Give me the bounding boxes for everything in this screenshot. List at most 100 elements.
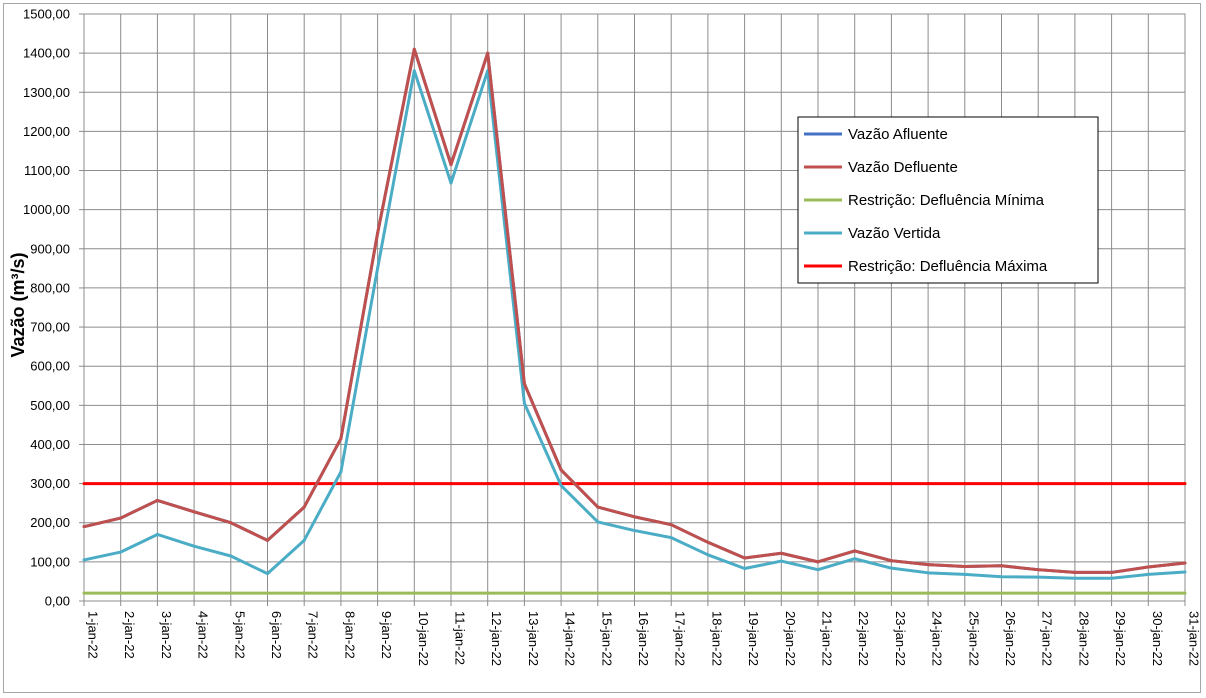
y-tick-label: 1500,00: [23, 7, 70, 22]
data-point-restricao-defluencia-minima: [376, 591, 380, 595]
legend-box: [797, 116, 1099, 284]
data-point-restricao-defluencia-maxima: [155, 482, 159, 486]
x-tick-label: 10-jan-22: [416, 611, 431, 666]
data-point-vazao-defluente: [302, 505, 306, 509]
y-tick-label: 500,00: [30, 398, 70, 413]
data-point-restricao-defluencia-maxima: [522, 482, 526, 486]
data-point-restricao-defluencia-maxima: [412, 482, 416, 486]
data-point-vazao-defluente: [155, 498, 159, 502]
x-tick-labels: 1-jan-22 2-jan-22 3-jan-22 4-jan-22 5-jan-22…: [86, 611, 1202, 666]
data-point-vazao-defluente: [706, 540, 710, 544]
x-tick-label: 2-jan-22: [122, 611, 137, 659]
data-point-restricao-defluencia-maxima: [339, 482, 343, 486]
data-point-vazao-defluente: [522, 382, 526, 386]
data-point-vazao-defluente: [1073, 570, 1077, 574]
data-point-vazao-vertida: [559, 484, 563, 488]
data-point-restricao-defluencia-minima: [633, 591, 636, 595]
data-point-restricao-defluencia-maxima: [889, 482, 893, 486]
data-point-vazao-vertida: [816, 568, 820, 572]
data-point-restricao-defluencia-minima: [192, 591, 196, 595]
data-point-vazao-defluente: [1000, 564, 1003, 568]
data-point-vazao-vertida: [119, 550, 123, 554]
legend: Vazão Afluente Vazão Defluente Restrição: …: [797, 116, 1099, 284]
y-tick-label: 200,00: [30, 515, 70, 530]
data-point-vazao-defluente: [82, 525, 86, 529]
x-tick-label: 19-jan-22: [746, 611, 761, 666]
data-point-vazao-defluente: [559, 468, 563, 472]
data-point-restricao-defluencia-minima: [339, 591, 343, 595]
data-point-vazao-defluente: [192, 510, 196, 514]
data-point-vazao-vertida: [889, 566, 893, 570]
data-point-vazao-vertida: [82, 558, 86, 562]
data-point-vazao-defluente: [412, 47, 416, 51]
data-point-restricao-defluencia-minima: [779, 591, 783, 595]
x-tick-label: 13-jan-22: [526, 611, 541, 666]
x-tick-label: 22-jan-22: [856, 611, 871, 666]
x-tick-label: 29-jan-22: [1113, 611, 1128, 666]
legend-label-vazao-afluente: Vazão Afluente: [848, 126, 948, 143]
data-point-restricao-defluencia-minima: [1183, 591, 1187, 595]
x-tick-label: 27-jan-22: [1040, 611, 1055, 666]
data-point-vazao-defluente: [669, 523, 673, 527]
data-point-restricao-defluencia-minima: [229, 591, 233, 595]
data-point-restricao-defluencia-minima: [853, 591, 857, 595]
data-point-restricao-defluencia-minima: [706, 591, 710, 595]
x-tick-label: 11-jan-22: [453, 611, 468, 665]
data-point-restricao-defluencia-maxima: [486, 482, 490, 486]
data-point-vazao-defluente: [963, 565, 967, 569]
y-tick-label: 0,00: [45, 594, 70, 609]
y-tick-label: 100,00: [30, 554, 70, 569]
data-point-vazao-defluente: [1036, 568, 1040, 572]
data-point-restricao-defluencia-minima: [522, 591, 526, 595]
data-point-vazao-vertida: [266, 572, 269, 576]
data-point-vazao-vertida: [743, 567, 747, 571]
data-point-restricao-defluencia-minima: [596, 591, 600, 595]
data-point-restricao-defluencia-minima: [669, 591, 673, 595]
series-lines: [82, 47, 1187, 595]
y-tick-label: 600,00: [30, 359, 70, 374]
data-point-restricao-defluencia-minima: [302, 591, 306, 595]
y-tick-label: 800,00: [30, 280, 70, 295]
data-point-vazao-vertida: [853, 557, 857, 561]
data-point-vazao-vertida: [633, 529, 636, 533]
y-tick-label: 1100,00: [24, 163, 70, 178]
legend-label-vazao-vertida: Vazão Vertida: [848, 225, 941, 242]
data-point-restricao-defluencia-maxima: [596, 482, 600, 486]
data-point-vazao-defluente: [1183, 561, 1187, 565]
data-point-vazao-defluente: [376, 231, 380, 235]
x-tick-label: 23-jan-22: [893, 611, 908, 666]
data-point-restricao-defluencia-maxima: [926, 482, 930, 486]
data-point-restricao-defluencia-maxima: [779, 482, 783, 486]
data-point-vazao-vertida: [192, 544, 196, 548]
data-point-restricao-defluencia-minima: [743, 591, 747, 595]
data-point-restricao-defluencia-maxima: [853, 482, 857, 486]
data-point-vazao-vertida: [779, 559, 783, 563]
y-tick-label: 1300,00: [23, 85, 70, 100]
data-point-restricao-defluencia-minima: [412, 591, 416, 595]
data-point-restricao-defluencia-minima: [1110, 591, 1114, 595]
data-point-vazao-defluente: [743, 556, 747, 560]
data-point-restricao-defluencia-minima: [119, 591, 123, 595]
data-point-restricao-defluencia-minima: [1073, 591, 1077, 595]
data-point-vazao-vertida: [1146, 572, 1150, 576]
y-tick-label: 1000,00: [23, 202, 70, 217]
x-tick-label: 25-jan-22: [966, 611, 981, 666]
x-tick-label: 6-jan-22: [269, 611, 284, 659]
data-point-restricao-defluencia-minima: [926, 591, 930, 595]
data-point-vazao-vertida: [412, 69, 416, 73]
data-point-restricao-defluencia-minima: [1146, 591, 1150, 595]
x-tick-label: 14-jan-22: [563, 611, 578, 666]
data-point-vazao-defluente: [926, 563, 930, 567]
data-point-vazao-vertida: [302, 538, 306, 542]
data-point-restricao-defluencia-minima: [449, 591, 453, 595]
data-point-vazao-vertida: [1036, 575, 1040, 579]
x-tick-label: 3-jan-22: [159, 611, 174, 659]
data-point-vazao-defluente: [229, 521, 233, 525]
x-tick-label: 31-jan-22: [1187, 611, 1202, 666]
data-point-restricao-defluencia-maxima: [963, 482, 967, 486]
y-tick-label: 1200,00: [23, 124, 70, 139]
data-point-restricao-defluencia-maxima: [302, 482, 306, 486]
data-point-vazao-vertida: [1183, 570, 1187, 574]
x-tick-label: 8-jan-22: [342, 611, 357, 659]
